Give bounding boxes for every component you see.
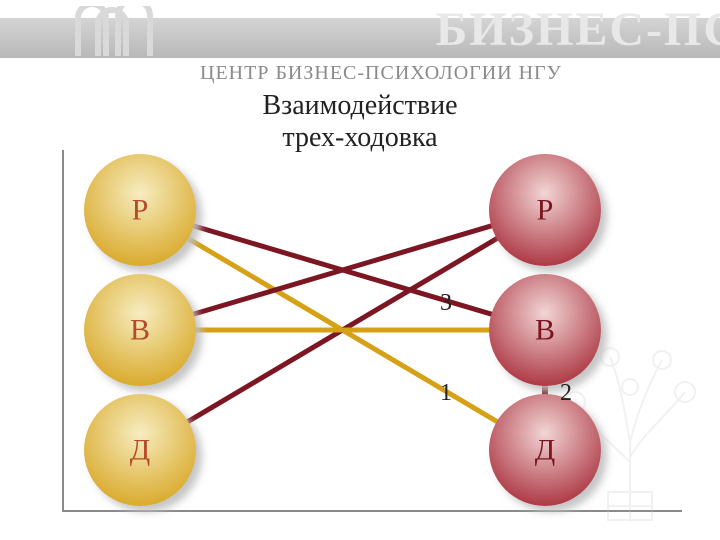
node-label-R_V: В [535,314,555,347]
annotation-1: 1 [440,380,452,406]
node-R_V: В [489,274,601,386]
node-label-L_V: В [130,314,150,347]
node-label-L_R: Р [132,194,149,227]
node-label-R_R: Р [537,194,554,227]
diagram-stage: Р В Д Р В Д 1 2 3 [0,0,720,540]
node-L_V: В [84,274,196,386]
node-R_D: Д [489,394,601,506]
node-L_R: Р [84,154,196,266]
node-L_D: Д [84,394,196,506]
node-label-L_D: Д [130,434,150,467]
annotation-2: 2 [560,380,572,406]
annotation-3: 3 [440,290,452,316]
node-label-R_D: Д [535,434,555,467]
node-R_R: Р [489,154,601,266]
